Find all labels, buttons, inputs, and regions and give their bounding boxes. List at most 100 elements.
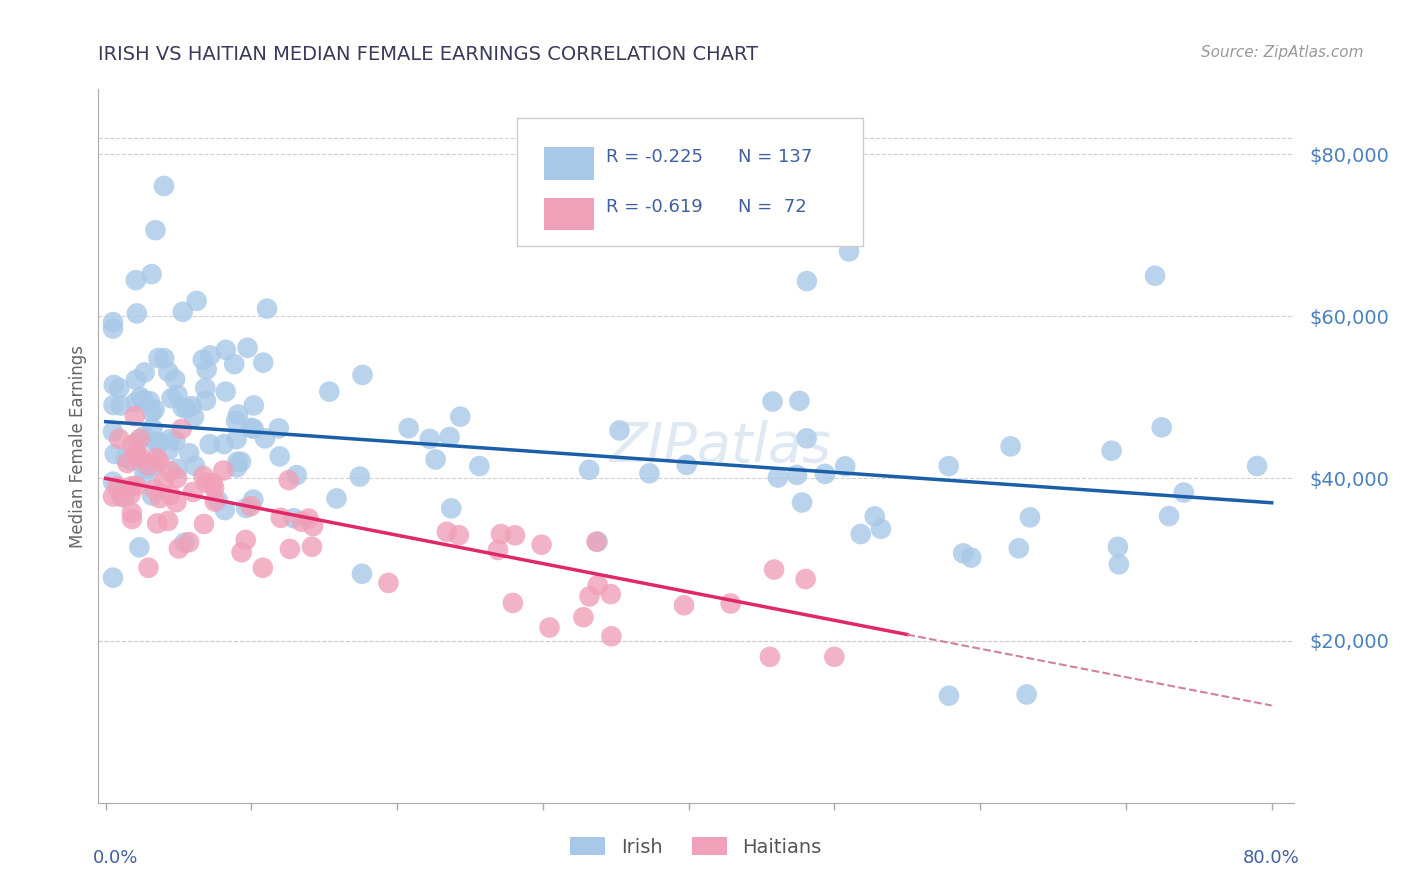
Point xyxy=(224,357,246,371)
Point xyxy=(148,454,170,468)
Point xyxy=(870,522,893,536)
Point xyxy=(1107,540,1129,554)
Point xyxy=(575,228,598,243)
Point xyxy=(1157,509,1180,524)
Point xyxy=(225,432,247,446)
Point xyxy=(101,490,124,504)
Point xyxy=(447,528,470,542)
Text: Source: ZipAtlas.com: Source: ZipAtlas.com xyxy=(1201,45,1364,60)
Point xyxy=(125,373,148,387)
Point xyxy=(586,578,609,592)
Point xyxy=(117,456,139,470)
Point xyxy=(834,459,856,474)
Point xyxy=(599,587,621,601)
Point xyxy=(789,393,811,408)
Point xyxy=(1101,443,1123,458)
Point xyxy=(149,491,172,505)
Point xyxy=(160,391,183,405)
Point xyxy=(104,447,127,461)
Point xyxy=(952,546,974,560)
Point xyxy=(194,381,217,395)
Point xyxy=(127,434,149,449)
Point xyxy=(1019,510,1042,524)
Point xyxy=(166,462,188,476)
Point xyxy=(139,394,162,409)
Point xyxy=(796,274,818,288)
Point xyxy=(1108,558,1130,572)
Point xyxy=(863,509,886,524)
Point xyxy=(143,483,166,497)
Point xyxy=(352,368,374,382)
Point xyxy=(226,408,249,422)
Point xyxy=(489,527,512,541)
Point xyxy=(143,435,166,450)
Point xyxy=(191,352,214,367)
Point xyxy=(285,468,308,483)
Point xyxy=(763,562,786,576)
Point xyxy=(159,432,181,446)
Legend: Irish, Haitians: Irish, Haitians xyxy=(562,830,830,864)
FancyBboxPatch shape xyxy=(544,147,595,179)
Point xyxy=(195,475,218,490)
Text: ZIPatlas: ZIPatlas xyxy=(609,419,831,473)
Point xyxy=(226,460,249,475)
Point xyxy=(166,471,188,485)
Point xyxy=(124,395,146,409)
Point xyxy=(176,401,198,416)
Point xyxy=(1144,268,1167,283)
Point xyxy=(141,421,163,435)
Point xyxy=(167,541,190,556)
Point xyxy=(184,458,207,473)
FancyBboxPatch shape xyxy=(517,118,863,246)
Point xyxy=(838,244,860,259)
Point xyxy=(318,384,340,399)
Point xyxy=(103,398,125,412)
Point xyxy=(105,479,128,493)
Point xyxy=(141,267,163,281)
Point xyxy=(121,506,143,520)
Point xyxy=(153,178,176,193)
Point xyxy=(128,541,150,555)
Point xyxy=(134,366,156,380)
Point xyxy=(242,398,264,412)
Point xyxy=(159,464,181,478)
Point xyxy=(134,467,156,481)
Point xyxy=(720,597,742,611)
Point xyxy=(1015,688,1038,702)
Point xyxy=(101,475,124,489)
Point xyxy=(675,458,697,472)
Point xyxy=(377,575,399,590)
Point xyxy=(638,467,661,481)
Point xyxy=(439,430,461,444)
Point xyxy=(165,372,187,386)
Point xyxy=(153,351,176,366)
Point xyxy=(938,459,960,474)
Point xyxy=(114,450,136,465)
Y-axis label: Median Female Earnings: Median Female Earnings xyxy=(69,344,87,548)
Point xyxy=(960,550,983,565)
Point xyxy=(759,649,782,664)
Point xyxy=(235,533,257,547)
Point xyxy=(121,479,143,493)
Point xyxy=(141,405,163,419)
Point xyxy=(235,500,257,515)
Text: R = -0.225: R = -0.225 xyxy=(606,148,703,166)
Point xyxy=(270,510,292,524)
Point xyxy=(101,425,124,439)
Point xyxy=(212,463,235,477)
Point xyxy=(121,512,143,526)
Point xyxy=(578,463,600,477)
Point xyxy=(229,455,252,469)
Point xyxy=(254,431,277,445)
Point xyxy=(186,293,208,308)
Point xyxy=(278,541,301,556)
Point xyxy=(129,432,152,446)
Point xyxy=(707,203,730,218)
Point xyxy=(252,356,274,370)
Point xyxy=(538,621,561,635)
Point xyxy=(159,488,181,502)
Point xyxy=(129,450,152,464)
Point xyxy=(165,434,187,448)
Point xyxy=(129,390,152,404)
Point xyxy=(823,649,845,664)
